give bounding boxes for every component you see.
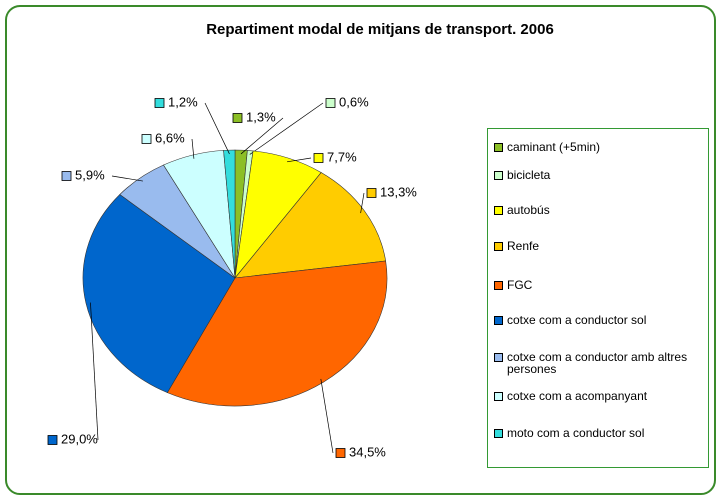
data-label: 1,2%: [168, 94, 198, 109]
data-label: 6,6%: [155, 130, 185, 145]
legend-item: autobús: [494, 204, 706, 216]
leader-line: [240, 117, 284, 155]
legend-swatch: [494, 242, 503, 251]
legend-item: Renfe: [494, 240, 706, 252]
label-swatch: [141, 134, 152, 144]
legend-label: cotxe com a acompanyant: [507, 389, 648, 403]
legend-swatch: [494, 206, 503, 215]
data-label: 1,3%: [246, 109, 276, 124]
legend-item: cotxe com a acompanyant: [494, 390, 706, 402]
data-label: 13,3%: [380, 184, 417, 199]
legend-label: autobús: [507, 203, 550, 217]
data-label: 5,9%: [75, 167, 105, 182]
legend-item: bicicleta: [494, 169, 706, 181]
leader-line: [360, 192, 365, 214]
pie-slice: [166, 260, 388, 407]
leader-line: [320, 378, 334, 454]
legend-label: bicicleta: [507, 168, 551, 182]
legend-item: cotxe com a conductor amb altres persone…: [494, 351, 706, 375]
leader-line: [249, 102, 324, 155]
leader-line: [90, 302, 99, 441]
data-label: 0,6%: [339, 94, 369, 109]
chart-title: Repartiment modal de mitjans de transpor…: [206, 21, 554, 38]
legend-item: FGC: [494, 279, 706, 291]
legend-label: cotxe com a conductor sol: [507, 313, 647, 327]
label-swatch: [154, 98, 165, 108]
label-swatch: [232, 113, 243, 123]
legend-swatch: [494, 392, 503, 401]
leader-line: [287, 157, 312, 163]
pie-slice: [82, 194, 236, 393]
data-label: 7,7%: [327, 149, 357, 164]
legend-label: caminant (+5min): [507, 140, 601, 154]
leader-line: [111, 175, 143, 182]
label-swatch: [366, 188, 377, 198]
legend-swatch: [494, 316, 503, 325]
label-swatch: [325, 98, 336, 108]
leader-line: [204, 102, 230, 155]
pie-slice: [234, 172, 386, 279]
legend-swatch: [494, 281, 503, 290]
legend-item: cotxe com a conductor sol: [494, 314, 706, 326]
legend-label: moto com a conductor sol: [507, 426, 645, 440]
label-swatch: [47, 435, 58, 445]
legend-item: moto com a conductor sol: [494, 427, 706, 439]
leader-line: [191, 138, 195, 159]
data-label: 29,0%: [61, 431, 98, 446]
label-swatch: [61, 171, 72, 181]
legend-item: caminant (+5min): [494, 141, 706, 153]
legend-swatch: [494, 429, 503, 438]
data-label: 34,5%: [349, 444, 386, 459]
legend-swatch: [494, 353, 503, 362]
label-swatch: [335, 448, 346, 458]
legend-label: FGC: [507, 278, 533, 292]
legend-label: cotxe com a conductor amb altres persone…: [507, 350, 688, 376]
pie-slice: [223, 149, 236, 279]
legend-swatch: [494, 171, 503, 180]
legend: caminant (+5min) bicicleta autobús Renfe FGC…: [487, 128, 709, 468]
legend-label: Renfe: [507, 239, 540, 253]
label-swatch: [313, 153, 324, 163]
legend-swatch: [494, 143, 503, 152]
